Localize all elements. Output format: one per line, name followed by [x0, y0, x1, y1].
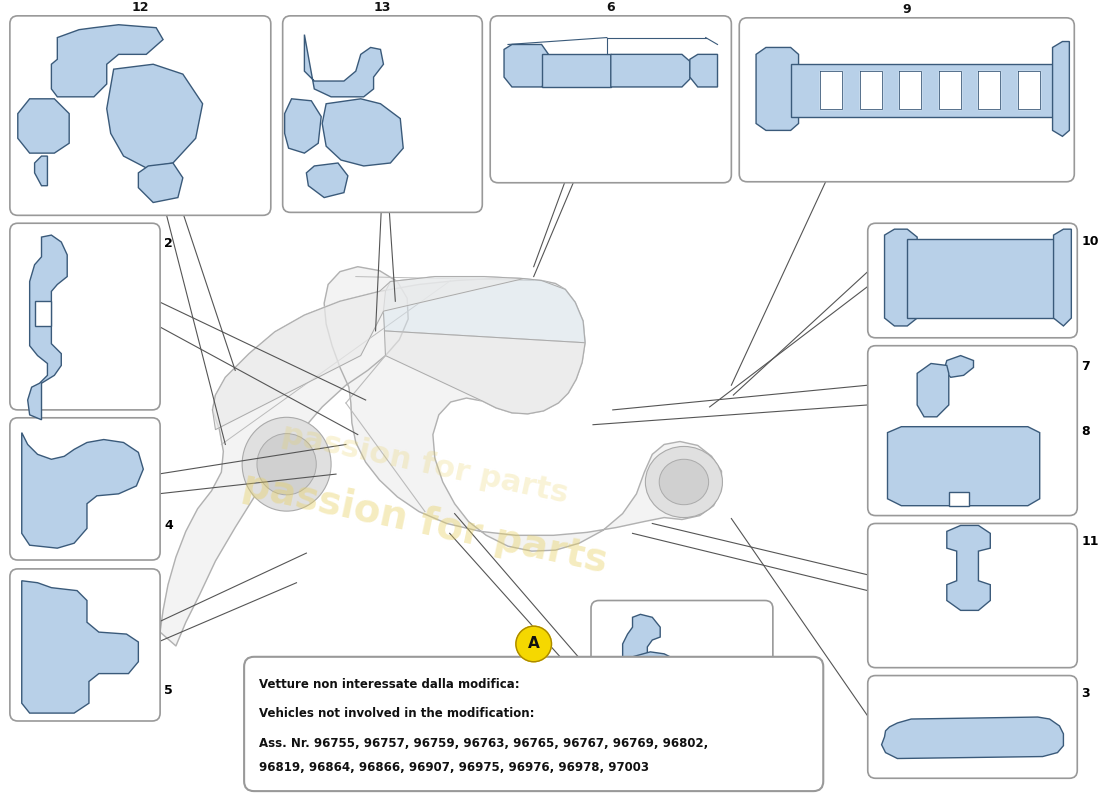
Polygon shape — [900, 71, 921, 109]
Polygon shape — [307, 163, 348, 198]
Polygon shape — [28, 235, 67, 420]
Text: 10: 10 — [1081, 235, 1099, 248]
FancyBboxPatch shape — [10, 569, 161, 721]
Ellipse shape — [257, 434, 317, 495]
Polygon shape — [52, 25, 163, 97]
Polygon shape — [34, 302, 52, 326]
Polygon shape — [385, 331, 585, 414]
Text: 5: 5 — [164, 685, 173, 698]
Text: 1: 1 — [777, 741, 785, 754]
Polygon shape — [107, 64, 202, 168]
Text: A: A — [528, 637, 540, 651]
Polygon shape — [821, 71, 842, 109]
Polygon shape — [860, 71, 881, 109]
Polygon shape — [541, 54, 611, 87]
Text: 8: 8 — [1081, 425, 1090, 438]
Polygon shape — [305, 34, 384, 97]
Text: 12: 12 — [132, 1, 150, 14]
Polygon shape — [623, 614, 660, 666]
Polygon shape — [908, 239, 1059, 318]
Polygon shape — [1054, 229, 1071, 326]
Circle shape — [516, 626, 551, 662]
Text: passion for parts: passion for parts — [239, 466, 610, 581]
Polygon shape — [384, 277, 585, 342]
Polygon shape — [34, 156, 47, 186]
FancyBboxPatch shape — [591, 601, 773, 770]
Text: 6: 6 — [606, 1, 615, 14]
FancyBboxPatch shape — [10, 418, 161, 560]
Text: Vehicles not involved in the modification:: Vehicles not involved in the modificatio… — [258, 707, 535, 720]
FancyBboxPatch shape — [283, 16, 482, 212]
FancyBboxPatch shape — [868, 675, 1077, 778]
Polygon shape — [22, 433, 143, 548]
Text: Vetture non interessate dalla modifica:: Vetture non interessate dalla modifica: — [258, 678, 519, 690]
FancyBboxPatch shape — [868, 223, 1077, 338]
Polygon shape — [944, 355, 974, 378]
Polygon shape — [161, 266, 722, 646]
Text: 2: 2 — [164, 237, 173, 250]
Polygon shape — [22, 581, 139, 713]
FancyBboxPatch shape — [491, 16, 732, 182]
Polygon shape — [504, 45, 549, 87]
Polygon shape — [212, 277, 524, 430]
Polygon shape — [949, 492, 969, 506]
Polygon shape — [1053, 42, 1069, 136]
Polygon shape — [884, 229, 917, 326]
Polygon shape — [18, 99, 69, 153]
Polygon shape — [978, 71, 1000, 109]
Polygon shape — [791, 64, 1057, 117]
FancyBboxPatch shape — [868, 523, 1077, 668]
FancyBboxPatch shape — [10, 223, 161, 410]
Ellipse shape — [646, 446, 723, 518]
Polygon shape — [630, 679, 647, 699]
Polygon shape — [605, 652, 686, 721]
Polygon shape — [690, 54, 717, 87]
Ellipse shape — [242, 418, 331, 511]
FancyBboxPatch shape — [10, 16, 271, 215]
Polygon shape — [939, 71, 960, 109]
Polygon shape — [610, 54, 690, 87]
FancyBboxPatch shape — [739, 18, 1075, 182]
Polygon shape — [1018, 71, 1040, 109]
Polygon shape — [881, 717, 1064, 758]
Polygon shape — [322, 99, 404, 166]
Text: 96819, 96864, 96866, 96907, 96975, 96976, 96978, 97003: 96819, 96864, 96866, 96907, 96975, 96976… — [258, 762, 649, 774]
Ellipse shape — [659, 459, 708, 505]
Polygon shape — [285, 99, 321, 153]
Polygon shape — [947, 526, 990, 610]
FancyBboxPatch shape — [868, 346, 1077, 515]
Text: 9: 9 — [902, 3, 911, 16]
Text: 3: 3 — [1081, 687, 1090, 701]
Polygon shape — [888, 426, 1040, 506]
Polygon shape — [139, 163, 183, 202]
Text: 4: 4 — [164, 518, 173, 531]
Text: Ass. Nr. 96755, 96757, 96759, 96763, 96765, 96767, 96769, 96802,: Ass. Nr. 96755, 96757, 96759, 96763, 967… — [258, 737, 708, 750]
Text: 11: 11 — [1081, 535, 1099, 548]
Text: passion for parts: passion for parts — [279, 420, 571, 509]
Polygon shape — [756, 47, 799, 130]
FancyBboxPatch shape — [244, 657, 823, 791]
Text: 7: 7 — [1081, 359, 1090, 373]
Polygon shape — [917, 363, 949, 417]
Text: 13: 13 — [374, 1, 392, 14]
